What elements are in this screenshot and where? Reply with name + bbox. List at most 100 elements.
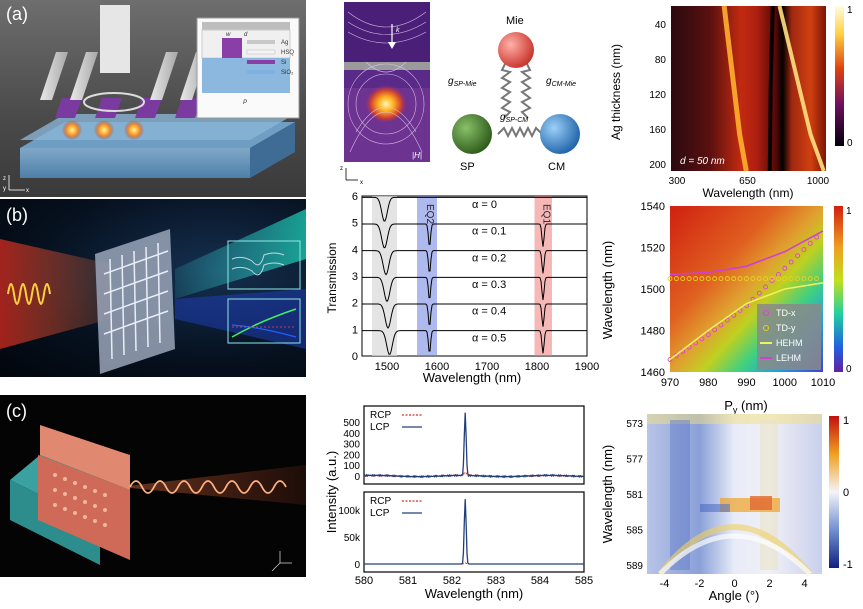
intensity-legend-label: RCP: [370, 410, 391, 421]
intensity-xlabel: Wavelength (nm): [425, 586, 524, 601]
intensity-line-lcp: [364, 499, 584, 565]
heatmap-a-ytick: 40: [655, 20, 667, 31]
py-cbar-min: 0: [846, 364, 852, 375]
angle-xtick: 4: [801, 578, 807, 590]
py-ylabel: Wavelength (nm): [600, 241, 615, 340]
py-ytick: 1520: [641, 243, 665, 255]
field-h-label: |H|: [412, 151, 422, 160]
py-point-td-y: [718, 276, 724, 282]
transmission-ytick: 3: [352, 271, 358, 283]
dim-d: d: [244, 32, 248, 38]
transmission-alpha-label: α = 0.2: [472, 252, 506, 264]
angle-cbar-min: -1: [843, 559, 853, 571]
intensity-xtick: 581: [399, 575, 417, 587]
transmission-alpha-label: α = 0.3: [472, 279, 506, 291]
transmission-alpha-label: α = 0.5: [472, 332, 506, 344]
py-point-td-y: [705, 276, 711, 282]
transmission-xtick: 1800: [525, 361, 549, 373]
transmission-alpha-label: α = 0: [472, 199, 497, 211]
heatmap-a-ytick: 200: [649, 160, 666, 171]
py-point-td-y: [756, 276, 762, 282]
legend-sio2-swatch: [247, 70, 275, 74]
angle-xtick: -4: [660, 578, 670, 590]
py-line-hehm: [669, 281, 824, 361]
coupling-g-sp-cm: gSP-CM: [500, 112, 528, 124]
panel-c-schematic: (c): [0, 395, 306, 577]
heatmap-a-xlabel: Wavelength (nm): [703, 186, 794, 200]
intensity-bottom-plot: [363, 491, 585, 573]
panel-label-a: (a): [6, 4, 28, 24]
py-point-td-y: [782, 276, 788, 282]
heatmap-a-ylabel: Ag thickness (nm): [609, 44, 623, 140]
intensity-top-ytick: 300: [343, 440, 360, 451]
chiral-emission-illustration: [10, 425, 306, 572]
py-legend-marker: [763, 310, 769, 316]
py-point-td-x: [667, 357, 673, 363]
py-point-td-y: [693, 276, 698, 282]
py-point-td-y: [769, 276, 775, 282]
panel-label-c: (c): [6, 401, 27, 421]
intensity-top-ytick: 200: [343, 450, 360, 461]
transmission-series-line: [362, 330, 587, 355]
py-point-td-x: [756, 290, 762, 296]
transmission-ytick: 1: [352, 324, 358, 336]
intensity-top-plot: [363, 405, 585, 485]
grating-beam-illustration: [0, 209, 306, 374]
intensity-xtick: 582: [443, 575, 461, 587]
transmission-chart: α = 0 α = 0.1 α = 0.2 α = 0.3 α = 0.4 α = 0.5…: [322, 190, 602, 386]
py-point-td-y: [801, 276, 807, 282]
py-point-td-y: [667, 276, 673, 282]
angle-colorbar: [829, 416, 839, 568]
heatmap-a-colorbar: [835, 6, 844, 146]
transmission-series-line: [362, 303, 587, 329]
py-point-td-y: [795, 276, 800, 282]
py-point-td-y: [814, 276, 820, 282]
py-ytick: 1480: [641, 326, 665, 338]
field-axis-z: z: [340, 166, 343, 172]
spring-sp-mie: [500, 61, 513, 119]
wavelength-py-chart: TD-x TD-y HEHM LEHM 1 0 1540 1520 1500 1480 146…: [600, 198, 863, 415]
intensity-legend-label: LCP: [370, 422, 390, 433]
transmission-band-eq1: [534, 196, 552, 356]
py-point-td-y: [788, 276, 794, 282]
mode-label-cm: CM: [548, 161, 565, 173]
coupling-g-sp-mie: gSP-Mie: [448, 76, 477, 88]
spring-cm-mie: [519, 61, 532, 119]
transmission-series-line: [362, 250, 587, 276]
mode-coupling-diagram: Mie SP CM gSP-Mie gCM-Mie gSP-CM: [436, 10, 596, 180]
py-point-td-x: [763, 284, 769, 290]
transmission-series-line: [362, 276, 587, 303]
angle-cbar-mid: 0: [843, 487, 849, 499]
intensity-ylabel: Intensity (a.u.): [324, 451, 339, 533]
angle-heatmap: 1 0 -1 573 577 581 585 589 -4 -2 0 2 4 Wavelengt…: [600, 410, 863, 604]
transmission-xlabel: Wavelength (nm): [423, 370, 522, 385]
transmission-xtick: 1900: [575, 361, 599, 373]
transmission-xtick: 1500: [375, 361, 399, 373]
py-point-td-y: [763, 276, 769, 282]
angle-ytick: 589: [626, 561, 643, 572]
angle-xtick: -2: [695, 578, 705, 590]
heatmap-a-ridge: [721, 5, 749, 172]
transmission-ytick: 4: [352, 244, 358, 256]
angle-heatmap-plot: [647, 414, 822, 574]
intensity-top-ytick: 500: [343, 418, 360, 429]
transmission-xtick: 1700: [475, 361, 499, 373]
heatmap-a-annotation: d = 50 nm: [680, 156, 725, 167]
py-point-td-x: [712, 327, 718, 333]
py-xtick: 1000: [773, 377, 797, 389]
panel-b-schematic: (b): [0, 199, 306, 377]
intensity-xtick: 583: [487, 575, 505, 587]
metasurface-3d-illustration: Ag HSQ Si SiO₂ w d P z y x: [3, 5, 300, 194]
transmission-band-label: EQ2: [424, 204, 435, 224]
intensity-bottom-ytick: 100k: [338, 506, 361, 517]
transmission-ylabel: Transmission: [325, 243, 339, 314]
py-point-td-y: [750, 276, 756, 282]
angle-ytick: 577: [626, 454, 643, 465]
py-ytick: 1540: [641, 201, 665, 213]
py-legend-label: TD-y: [776, 323, 796, 333]
py-point-td-y: [686, 276, 692, 282]
py-point-td-x: [807, 240, 813, 246]
py-line-lehm: [669, 230, 824, 276]
py-xtick: 1010: [811, 377, 835, 389]
legend-hsq: HSQ: [281, 50, 294, 56]
